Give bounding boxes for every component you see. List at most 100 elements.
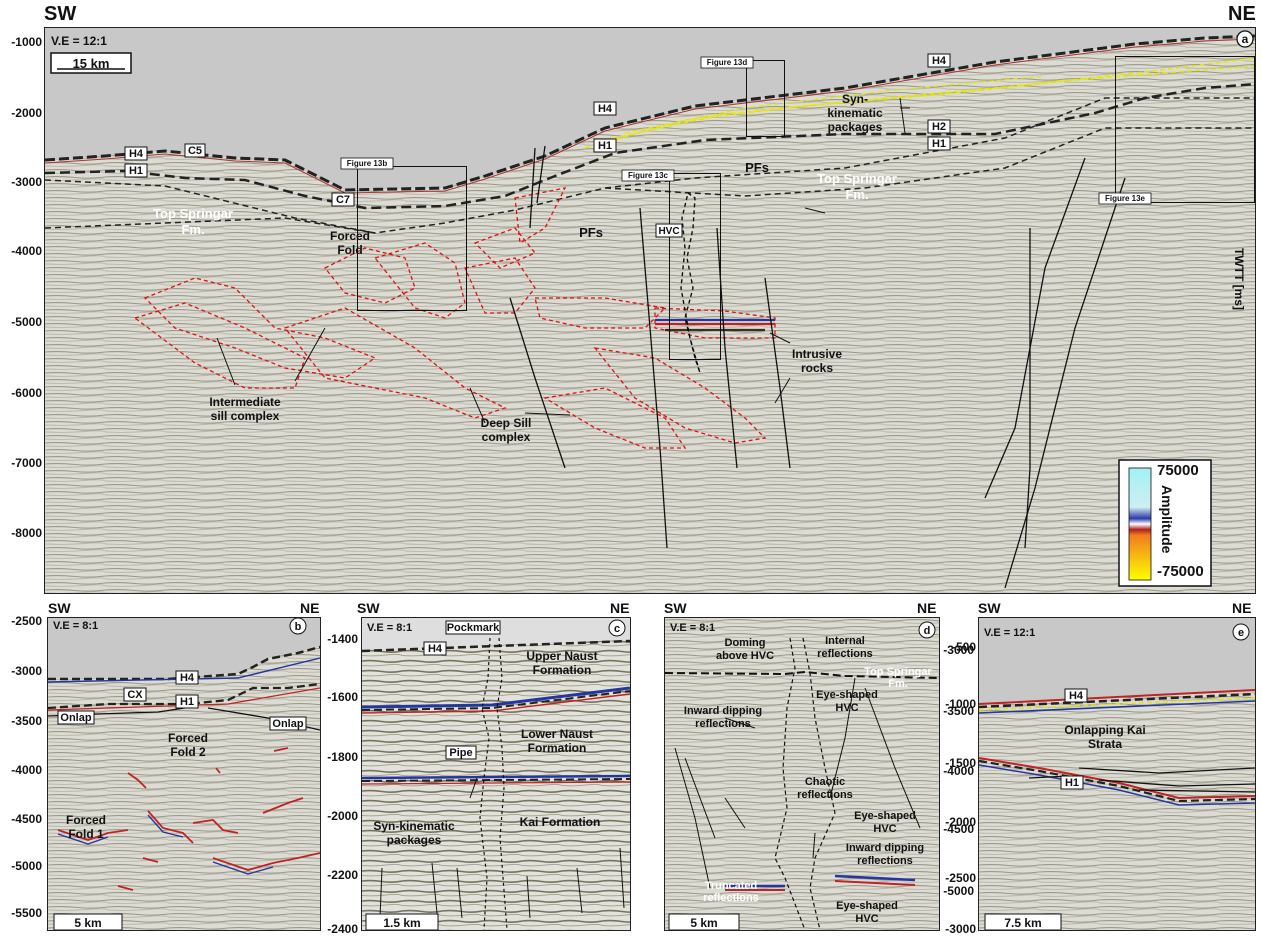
panel-d-section: V.E = 8:1 d Doming above HVC Internal re… xyxy=(665,618,939,930)
panel-b-h4: H4 xyxy=(180,672,195,684)
panel-d-chaotic-line2: reflections xyxy=(797,789,853,801)
syn-kinematic-line3: packages xyxy=(828,120,883,134)
panel-b-letter: b xyxy=(295,621,302,633)
amplitude-max: 75000 xyxy=(1157,462,1199,479)
horizon-h1-center: H1 xyxy=(598,140,612,152)
main-y-tick: -7000 xyxy=(11,456,42,470)
main-y-tick: -5000 xyxy=(11,315,42,329)
panel-c-ne: NE xyxy=(610,600,630,616)
panel-d-y-tick: -3000 xyxy=(943,643,974,657)
panel-c-scale: 1.5 km xyxy=(383,916,420,930)
pfs-label-upper: PFs xyxy=(745,160,769,175)
panel-b-fold2-line1: Forced xyxy=(168,731,208,745)
panel-b-y-tick: -2500 xyxy=(11,614,42,628)
main-ne-label: NE xyxy=(1228,3,1256,25)
figure-13e-label: Figure 13e xyxy=(1105,194,1146,203)
panel-c-pipe: Pipe xyxy=(449,747,472,759)
figure-13c-box[interactable] xyxy=(669,173,721,360)
panel-b-scale: 5 km xyxy=(74,916,101,930)
forced-fold-line2: Fold xyxy=(337,243,362,257)
panel-d-top-springar-line1: Top Springar xyxy=(864,666,932,678)
main-y-tick: -8000 xyxy=(11,526,42,540)
panel-c-y-tick: -2200 xyxy=(327,868,358,882)
panel-b-ve: V.E = 8:1 xyxy=(53,620,98,632)
panel-d-internal-line2: reflections xyxy=(817,648,873,660)
figure-13b-box[interactable] xyxy=(357,166,467,311)
panel-d-doming-line1: Doming xyxy=(725,637,766,649)
panel-c-upper-line2: Formation xyxy=(533,663,592,677)
figure-13d-label: Figure 13d xyxy=(707,58,748,67)
panel-e-onlapping-line1: Onlapping Kai xyxy=(1064,723,1145,737)
panel-d-scale: 5 km xyxy=(690,916,717,930)
deep-sill-line1: Deep Sill xyxy=(481,416,532,430)
panel-e-letter: e xyxy=(1238,627,1244,639)
panel-b-fold2-line2: Fold 2 xyxy=(170,745,206,759)
panel-b-section: V.E = 8:1 b H4 CX H1 Onlap Onlap Forced … xyxy=(48,618,320,930)
panel-d-eye2-line1: Eye-shaped xyxy=(854,810,916,822)
panel-c-kai: Kai Formation xyxy=(520,815,601,829)
main-y-tick: -1000 xyxy=(11,35,42,49)
panel-c-section: V.E = 8:1 c Pockmark H4 Pipe Upper Naust… xyxy=(362,618,630,930)
hvc-label: HVC xyxy=(658,226,679,237)
figure-13e-box[interactable] xyxy=(1115,56,1255,203)
panel-d-ve: V.E = 8:1 xyxy=(670,622,715,634)
figure-13b-label: Figure 13b xyxy=(347,159,388,168)
horizon-h1-left: H1 xyxy=(129,165,143,177)
panel-d-eye3-line1: Eye-shaped xyxy=(836,900,898,912)
main-y-tick: -6000 xyxy=(11,386,42,400)
panel-b-h1: H1 xyxy=(180,696,194,708)
panel-c-y-tick: -1400 xyxy=(327,632,358,646)
panel-d-sw: SW xyxy=(664,600,687,616)
main-seismic-section xyxy=(45,28,1255,593)
panel-b-fold1-line1: Forced xyxy=(66,813,106,827)
panel-d-inward1-line1: Inward dipping xyxy=(684,705,762,717)
panel-c-pockmark: Pockmark xyxy=(447,622,500,634)
panel-c-y-tick: -2400 xyxy=(327,922,358,936)
horizon-h2: H2 xyxy=(932,121,946,133)
syn-kinematic-line2: kinematic xyxy=(827,106,883,120)
main-scale-label: 15 km xyxy=(73,56,110,71)
top-springar-left-line1: Top Springar xyxy=(153,206,233,221)
horizon-c7: C7 xyxy=(336,194,350,206)
panel-d-chaotic-line1: Chaotic xyxy=(805,776,845,788)
panel-d-eye1-line2: HVC xyxy=(835,702,858,714)
panel-c-seismic: V.E = 8:1 c Pockmark H4 Pipe Upper Naust… xyxy=(361,617,631,931)
panel-c-upper-line1: Upper Naust xyxy=(526,649,597,663)
horizon-h1-right: H1 xyxy=(932,138,946,150)
deep-sill-line2: complex xyxy=(482,430,531,444)
main-annotation-layer: V.E = 12:1 15 km a H4 H1 C5 C7 H4 H1 H4 … xyxy=(50,30,1254,587)
syn-kinematic-line1: Syn- xyxy=(842,92,868,106)
top-springar-right-line2: Fm. xyxy=(845,187,868,202)
main-seismic-panel: V.E = 12:1 15 km a H4 H1 C5 C7 H4 H1 H4 … xyxy=(44,27,1256,594)
panel-d-y-tick: -3500 xyxy=(943,704,974,718)
horizon-h4-right: H4 xyxy=(932,55,947,67)
panel-d-y-tick: -5000 xyxy=(943,884,974,898)
horizon-h4-left: H4 xyxy=(129,148,144,160)
panel-d-inward2-line1: Inward dipping xyxy=(846,842,924,854)
intrusive-rocks-line1: Intrusive xyxy=(792,347,842,361)
intermediate-sill-line2: sill complex xyxy=(211,409,280,423)
figure-13d-box[interactable] xyxy=(746,60,785,137)
panel-c-h4: H4 xyxy=(428,643,443,655)
horizon-c5: C5 xyxy=(188,145,202,157)
intermediate-sill-line1: Intermediate xyxy=(209,395,281,409)
panel-b-y-tick: -3500 xyxy=(11,714,42,728)
panel-e-section: V.E = 12:1 e H4 H1 Onlapping Kai Strata … xyxy=(979,618,1255,930)
panel-e-y-tick: -3000 xyxy=(945,922,976,936)
horizon-h4-center: H4 xyxy=(598,103,613,115)
panel-d-inward2-line2: reflections xyxy=(857,855,913,867)
panel-d-truncated-line2: reflections xyxy=(703,892,759,904)
panel-d-truncated-line1: Truncated xyxy=(705,880,758,892)
panel-d-ne: NE xyxy=(917,600,937,616)
main-y-tick: -4000 xyxy=(11,244,42,258)
panel-e-h4: H4 xyxy=(1069,690,1084,702)
panel-d-doming-line2: above HVC xyxy=(716,650,774,662)
main-y-tick: -2000 xyxy=(11,106,42,120)
panel-c-y-tick: -1800 xyxy=(327,750,358,764)
panel-d-letter: d xyxy=(924,625,931,637)
panel-d-y-tick: -4500 xyxy=(943,822,974,836)
panel-e-ne: NE xyxy=(1232,600,1252,616)
panel-e-h1: H1 xyxy=(1065,777,1079,789)
panel-c-y-tick: -2000 xyxy=(327,809,358,823)
forced-fold-line1: Forced xyxy=(330,229,370,243)
